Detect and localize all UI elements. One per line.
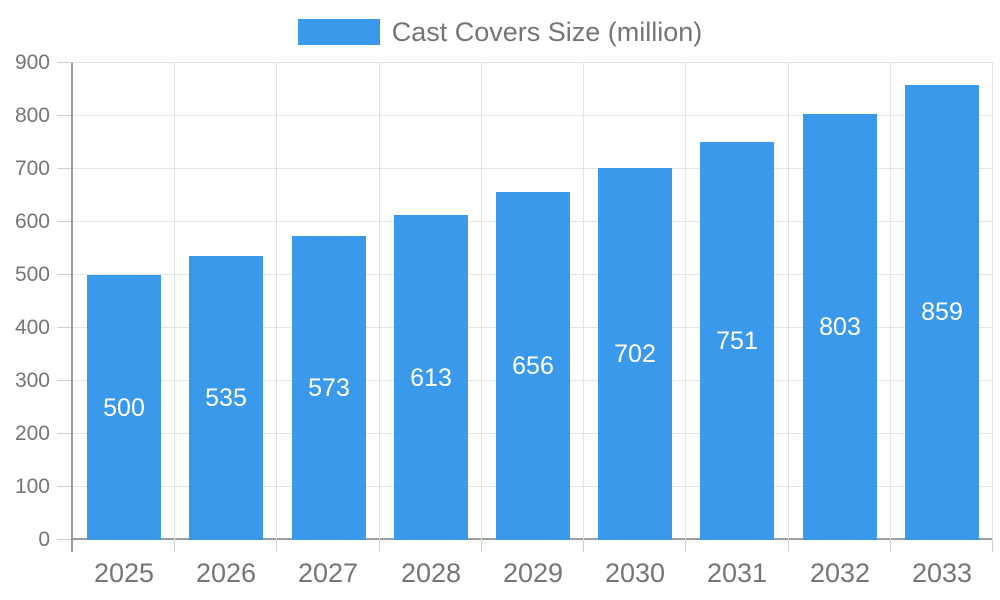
x-axis-tick [788, 540, 789, 552]
x-axis-label: 2028 [400, 558, 462, 588]
y-axis-label: 200 [14, 422, 50, 445]
bar[interactable] [598, 168, 672, 540]
v-gridline [992, 63, 993, 540]
legend-swatch [297, 19, 380, 45]
bar-value-label: 573 [308, 374, 350, 402]
x-axis-label: 2026 [195, 558, 257, 588]
bar-value-label: 535 [205, 384, 247, 412]
x-axis-label: 2030 [604, 558, 666, 588]
bar[interactable] [496, 192, 570, 540]
v-gridline [174, 63, 175, 540]
bar[interactable] [87, 275, 161, 540]
bar-value-label: 702 [614, 340, 656, 368]
bar-value-label: 859 [921, 298, 963, 326]
legend-label: Cast Covers Size (million) [391, 17, 703, 47]
v-gridline [890, 63, 891, 540]
y-axis-tick [57, 327, 73, 328]
y-axis-label: 600 [14, 210, 50, 233]
x-axis-label: 2027 [297, 558, 359, 588]
v-gridline [276, 63, 277, 540]
bar-value-label: 656 [512, 352, 554, 380]
y-axis-tick [57, 539, 73, 540]
y-axis-label: 0 [38, 528, 50, 551]
y-axis-tick [57, 221, 73, 222]
y-axis-label: 700 [14, 157, 50, 180]
x-axis-tick [583, 540, 584, 552]
v-gridline [788, 63, 789, 540]
v-gridline [481, 63, 482, 540]
bar[interactable] [292, 236, 366, 540]
v-gridline [379, 63, 380, 540]
v-gridline [583, 63, 584, 540]
y-axis-label: 100 [14, 475, 50, 498]
h-gridline [73, 115, 993, 116]
x-axis-tick [174, 540, 175, 552]
y-axis-label: 800 [14, 104, 50, 127]
y-axis-tick [57, 274, 73, 275]
legend[interactable]: Cast Covers Size (million) [0, 16, 1000, 48]
x-axis-label: 2033 [911, 558, 973, 588]
h-gridline [73, 168, 993, 169]
y-axis-tick [57, 62, 73, 63]
y-axis-tick [57, 433, 73, 434]
bar-value-label: 803 [819, 313, 861, 341]
y-axis-tick [57, 380, 73, 381]
x-axis-tick [379, 540, 380, 552]
bar[interactable] [700, 142, 774, 540]
bar[interactable] [394, 215, 468, 540]
y-axis-tick [57, 486, 73, 487]
bar[interactable] [803, 114, 877, 540]
bar[interactable] [189, 256, 263, 540]
x-axis-tick [992, 540, 993, 552]
x-axis-label: 2031 [706, 558, 768, 588]
x-axis-tick [890, 540, 891, 552]
y-axis-line [71, 63, 73, 552]
y-axis-label: 400 [14, 316, 50, 339]
v-gridline [685, 63, 686, 540]
bar-value-label: 613 [410, 364, 452, 392]
bar-value-label: 500 [103, 394, 145, 422]
x-axis-tick [481, 540, 482, 552]
h-gridline [73, 62, 993, 63]
x-axis-tick [685, 540, 686, 552]
y-axis-tick [57, 168, 73, 169]
y-axis-label: 300 [14, 369, 50, 392]
x-axis-label: 2032 [809, 558, 871, 588]
y-axis-label: 500 [14, 263, 50, 286]
x-axis-label: 2025 [93, 558, 155, 588]
x-axis-label: 2029 [502, 558, 564, 588]
bar[interactable] [905, 85, 979, 540]
y-axis-label: 900 [14, 51, 50, 74]
x-axis-tick [276, 540, 277, 552]
y-axis-tick [57, 115, 73, 116]
bar-value-label: 751 [716, 327, 758, 355]
